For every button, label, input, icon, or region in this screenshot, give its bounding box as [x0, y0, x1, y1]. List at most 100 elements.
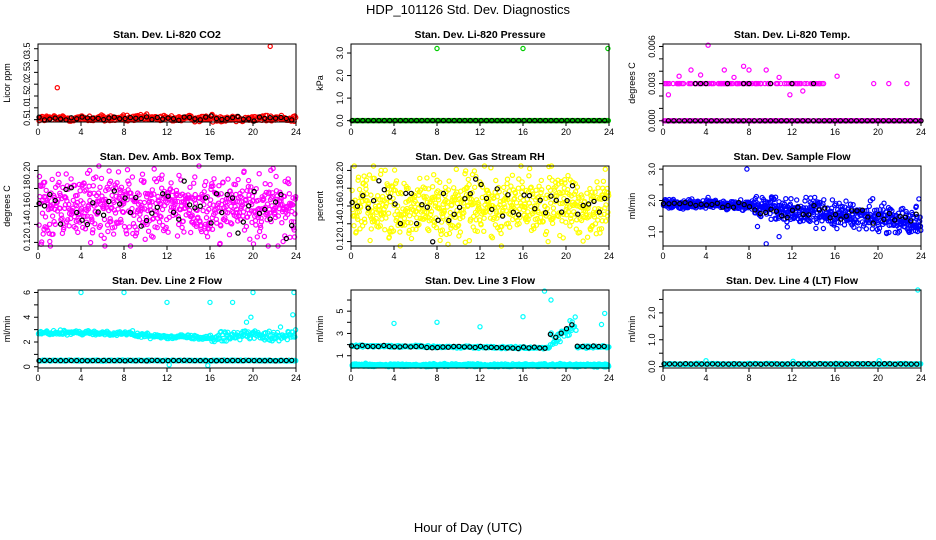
- data-point-hourly: [181, 178, 187, 184]
- data-point-hourly: [240, 219, 246, 225]
- data-point-all: [466, 181, 472, 188]
- data-point-hourly: [165, 357, 171, 364]
- x-tick-label: 4: [78, 127, 83, 137]
- data-point-all: [465, 176, 471, 183]
- data-point-all: [49, 176, 55, 183]
- data-point-hourly: [806, 212, 812, 218]
- data-point-all: [494, 193, 500, 200]
- data-point-all: [123, 228, 129, 234]
- data-point-hourly: [430, 117, 436, 124]
- data-point-hourly: [720, 204, 726, 210]
- panel-4: Stan. Dev. Amb. Box Temp.degrees C0 4 8 12 1…: [2, 151, 301, 261]
- data-point-all: [267, 181, 273, 188]
- data-point-all: [89, 216, 95, 222]
- x-tick-label: 20: [873, 251, 883, 261]
- data-point-all: [881, 200, 887, 206]
- data-point-hourly: [553, 197, 560, 203]
- data-point-hourly: [224, 357, 230, 364]
- data-point-hourly: [122, 195, 128, 201]
- data-point-all: [439, 227, 446, 233]
- data-point-all: [207, 197, 214, 203]
- points: [36, 163, 299, 249]
- data-point-all: [132, 233, 139, 239]
- data-point-all: [89, 230, 96, 236]
- data-point-all-mid: [391, 320, 397, 327]
- data-point-hourly: [224, 191, 230, 198]
- data-point-all: [705, 194, 711, 201]
- data-point-all: [498, 230, 504, 237]
- data-point-hourly: [262, 115, 268, 122]
- data-point-all: [245, 177, 252, 184]
- data-point-all: [264, 201, 271, 207]
- data-point-all: [516, 220, 522, 227]
- plot-frame: [350, 43, 610, 123]
- data-point-hourly: [698, 201, 704, 207]
- data-point-all: [382, 226, 388, 233]
- data-point-all: [834, 73, 840, 79]
- data-point-hourly: [235, 113, 241, 120]
- data-point-all: [48, 202, 54, 209]
- data-point-all: [159, 206, 166, 213]
- data-point-all: [863, 226, 870, 232]
- data-point-hourly: [419, 201, 425, 208]
- data-point-all: [404, 208, 411, 214]
- data-point-hourly: [913, 211, 919, 217]
- data-point-all: [39, 210, 46, 216]
- data-point-all: [587, 227, 594, 233]
- data-point-all: [605, 45, 611, 52]
- data-point-all: [383, 215, 389, 221]
- data-point-hourly: [376, 178, 382, 184]
- data-point-hourly: [730, 118, 736, 124]
- data-point-all: [445, 187, 452, 193]
- data-point-hourly: [478, 181, 484, 188]
- x-tick-label: 8: [121, 127, 126, 137]
- data-point-all: [210, 183, 216, 189]
- data-point-all: [740, 63, 747, 70]
- x-tick-label: 24: [604, 251, 614, 261]
- data-point-all-high: [221, 338, 227, 344]
- data-point-all: [361, 173, 367, 179]
- data-point-all: [159, 172, 165, 178]
- data-point-all: [38, 200, 45, 206]
- data-point-hourly: [57, 221, 64, 227]
- data-point-hourly: [559, 117, 565, 124]
- data-point-hourly: [886, 210, 893, 217]
- data-point-hourly: [526, 192, 533, 199]
- data-point-all: [452, 196, 458, 203]
- x-tick-label: 8: [746, 251, 751, 261]
- data-point-all: [126, 181, 132, 187]
- data-point-hourly: [272, 358, 279, 364]
- x-tick-label: 20: [248, 373, 258, 383]
- data-point-all: [405, 219, 411, 226]
- data-point-all: [183, 203, 190, 209]
- data-point-all: [436, 206, 443, 212]
- data-point-all: [139, 171, 146, 177]
- panel-title: Stan. Dev. Amb. Box Temp.: [100, 151, 235, 163]
- data-point-all: [473, 217, 479, 223]
- x-tick-label: 12: [475, 251, 485, 261]
- data-point-all: [187, 229, 194, 236]
- data-point-hourly: [795, 204, 801, 210]
- data-point-hourly: [784, 214, 790, 221]
- data-point-hourly: [430, 239, 436, 245]
- data-point-all: [574, 184, 581, 190]
- data-point-hourly: [143, 114, 150, 120]
- y-tick-label: 0.14: [22, 216, 32, 234]
- data-point-all: [501, 201, 507, 207]
- data-point-hourly: [435, 117, 441, 124]
- data-point-all: [392, 187, 398, 194]
- data-point-all: [385, 210, 392, 216]
- points: [36, 43, 299, 125]
- data-point-hourly: [435, 217, 441, 223]
- data-point-hourly: [127, 357, 134, 364]
- data-point-all: [871, 207, 878, 214]
- data-point-hourly: [740, 80, 747, 87]
- data-point-hourly: [349, 199, 355, 206]
- data-point-all: [452, 214, 458, 220]
- data-point-all: [40, 231, 46, 237]
- data-point-all: [245, 183, 251, 190]
- data-point-all: [223, 204, 229, 210]
- data-point-hourly: [170, 115, 177, 122]
- data-point-all: [367, 237, 373, 244]
- y-tick-label: 1.5: [22, 90, 32, 103]
